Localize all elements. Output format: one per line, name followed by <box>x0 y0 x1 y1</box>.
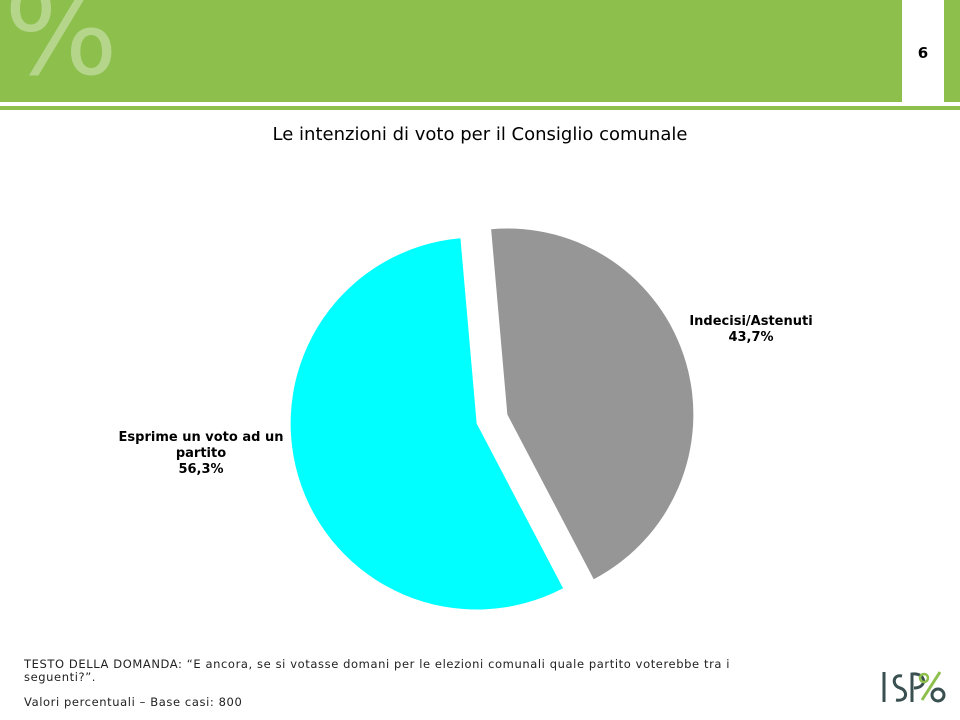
ispo-logo <box>882 671 946 703</box>
slice-name-voto: Esprime un voto ad un partito <box>118 430 284 461</box>
header-band: % <box>0 0 902 102</box>
slice-value-voto: 56,3% <box>178 462 224 477</box>
slice-label-indecisi: Indecisi/Astenuti 43,7% <box>672 314 830 346</box>
page-number: 6 <box>917 44 929 62</box>
question-text: TESTO DELLA DOMANDA: “E ancora, se si vo… <box>24 657 731 684</box>
chart-title: Le intenzioni di voto per il Consiglio c… <box>272 124 688 145</box>
pie-slice-voto <box>290 238 564 610</box>
slice-label-voto: Esprime un voto ad un partito 56,3% <box>112 430 290 478</box>
pie-slice-indecisi <box>491 228 694 580</box>
base-text: Valori percentuali – Base casi: 800 <box>24 695 243 709</box>
header-right-bar <box>944 0 960 102</box>
slice-name-indecisi: Indecisi/Astenuti <box>689 314 813 329</box>
slice-value-indecisi: 43,7% <box>728 330 774 345</box>
percent-watermark: % <box>4 0 119 103</box>
header-divider <box>0 106 960 110</box>
